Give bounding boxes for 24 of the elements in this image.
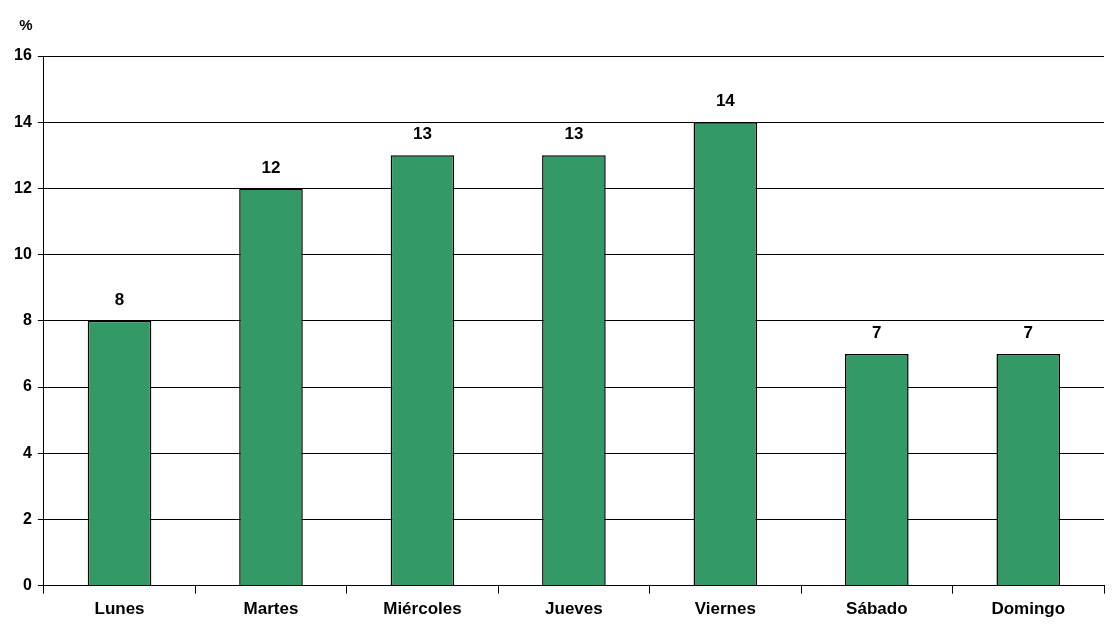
x-tick-label: Domingo: [991, 599, 1066, 619]
y-tick-label: 6: [22, 377, 32, 395]
x-tick-label: Miércoles: [383, 599, 462, 619]
y-tick-label: 16: [14, 46, 32, 64]
y-tick-label: 2: [22, 509, 32, 527]
x-tick-label: Martes: [243, 599, 299, 619]
data-label: 13: [412, 124, 432, 144]
y-tick-label: 12: [14, 178, 32, 196]
y-axis-title: %: [19, 16, 33, 34]
data-label: 7: [1023, 323, 1034, 343]
data-label: 13: [564, 124, 584, 144]
y-tick-label: 14: [14, 112, 32, 130]
y-tick-label: 10: [14, 245, 32, 263]
data-label: 8: [114, 289, 125, 309]
x-tick-label: Sábado: [846, 599, 908, 619]
y-tick-label: 4: [22, 443, 32, 461]
x-tick-label: Viernes: [694, 599, 756, 619]
y-tick-label: 8: [22, 311, 32, 329]
x-tick-label: Jueves: [545, 599, 603, 619]
data-label: 12: [261, 157, 281, 177]
y-tick-label: 0: [22, 576, 32, 594]
data-label: 7: [872, 323, 882, 343]
x-tick-label: Lunes: [94, 599, 145, 619]
data-label: 14: [715, 91, 736, 111]
